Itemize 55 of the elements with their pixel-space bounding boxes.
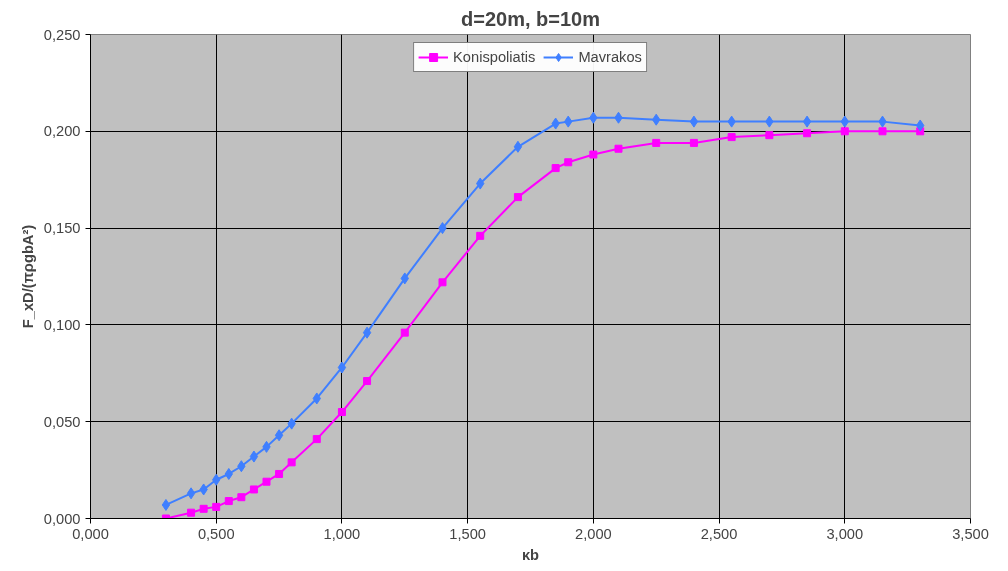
point [363, 377, 372, 386]
point [337, 408, 346, 417]
x-tick-label: 2,000 [575, 525, 612, 542]
point [652, 138, 661, 147]
point [589, 150, 598, 159]
legend-label: Mavrakos [578, 49, 642, 65]
point [513, 193, 522, 202]
y-tick-label: 0,050 [43, 413, 81, 430]
point [476, 231, 485, 240]
y-tick-label: 0,100 [43, 316, 81, 333]
point [840, 127, 849, 136]
point [237, 493, 246, 502]
point [337, 361, 347, 374]
point [513, 140, 523, 153]
point [224, 497, 233, 506]
point [161, 498, 171, 511]
y-tick-label: 0,250 [43, 26, 81, 43]
point [249, 450, 259, 463]
point [689, 138, 698, 147]
x-tick-label: 2,500 [700, 525, 738, 542]
y-tick-label: 0,200 [43, 123, 81, 140]
point [438, 278, 447, 287]
y-axis-title: F_xD/(πρgbA²) [19, 224, 36, 329]
point [199, 504, 208, 513]
x-tick-label: 1,000 [323, 525, 361, 542]
point [212, 502, 221, 511]
x-tick-label: 0,000 [72, 525, 109, 542]
point [551, 164, 560, 173]
point [803, 129, 812, 138]
y-tick-label: 0,000 [43, 510, 81, 527]
point [878, 127, 887, 136]
point [275, 469, 284, 478]
point [614, 144, 623, 153]
x-tick-label: 3,500 [952, 525, 989, 542]
x-tick-label: 0,500 [197, 525, 235, 542]
point [312, 435, 321, 444]
point [564, 158, 573, 167]
point [765, 131, 774, 140]
legend-label: Konispoliatis [453, 49, 536, 65]
x-axis-title: κb [521, 546, 540, 563]
x-tick-label: 1,500 [449, 525, 486, 542]
point [689, 115, 699, 128]
point [802, 115, 812, 128]
point [186, 487, 196, 500]
point [727, 133, 736, 142]
point [249, 485, 258, 494]
point [262, 477, 271, 486]
point [287, 458, 296, 467]
point [362, 326, 372, 339]
y-tick-label: 0,150 [43, 220, 81, 237]
chart-title: d=20m, b=10m [461, 7, 600, 30]
point [274, 429, 284, 442]
point [400, 328, 409, 337]
x-tick-label: 3,000 [826, 525, 864, 542]
point [187, 508, 196, 517]
